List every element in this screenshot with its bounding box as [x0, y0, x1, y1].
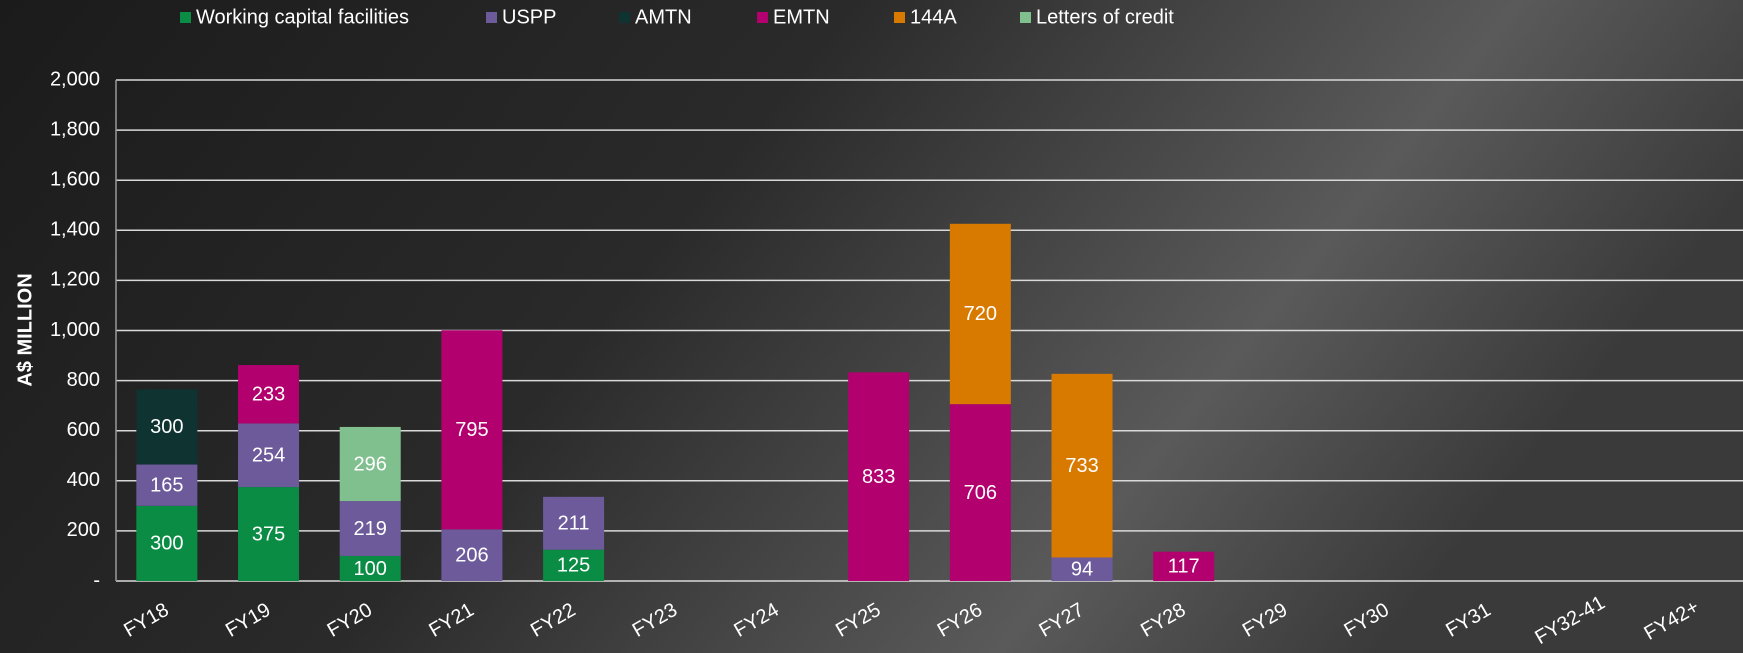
legend-swatch — [619, 12, 630, 23]
legend-label: EMTN — [773, 6, 830, 28]
y-tick-label: 600 — [67, 419, 100, 441]
data-label: 720 — [964, 303, 997, 325]
y-tick-label: 1,600 — [50, 168, 100, 190]
y-tick-label: 1,400 — [50, 219, 100, 241]
data-label: 300 — [150, 416, 183, 438]
legend-swatch — [1020, 12, 1031, 23]
legend-swatch — [486, 12, 497, 23]
legend-swatch — [757, 12, 768, 23]
data-label: 254 — [252, 445, 285, 467]
y-tick-label: 1,800 — [50, 118, 100, 140]
page: {"chart_data": {"type": "stacked_bar", "… — [0, 0, 1743, 653]
legend-label: Working capital facilities — [196, 6, 409, 28]
data-label: 117 — [1168, 556, 1200, 578]
y-tick-label: 1,200 — [50, 269, 100, 291]
data-label: 300 — [150, 533, 183, 555]
legend-label: Letters of credit — [1036, 6, 1174, 28]
legend-swatch — [894, 12, 905, 23]
y-tick-label: 2,000 — [50, 68, 100, 90]
data-label: 165 — [150, 474, 183, 496]
y-tick-label: 800 — [67, 369, 100, 391]
data-label: 206 — [455, 544, 488, 566]
data-label: 125 — [557, 555, 590, 577]
legend-label: USPP — [502, 6, 556, 28]
data-label: 94 — [1071, 559, 1093, 581]
data-label: 833 — [862, 466, 895, 488]
data-label: 733 — [1065, 455, 1098, 477]
data-label: 219 — [354, 518, 387, 540]
y-tick-label: 200 — [67, 519, 100, 541]
data-label: 706 — [964, 482, 997, 504]
data-label: 100 — [354, 558, 387, 580]
chart: A$ MILLION - 200 400 600 800 1,000 1,200 1,400 1… — [0, 0, 1743, 653]
data-label: 375 — [252, 523, 285, 545]
legend-swatch — [180, 12, 191, 23]
y-axis-label: A$ MILLION — [14, 273, 36, 386]
y-tick-label: 1,000 — [50, 319, 100, 341]
y-tick-label: - — [93, 569, 100, 591]
data-label: 795 — [455, 419, 488, 441]
legend-label: 144A — [910, 6, 957, 28]
data-label: 233 — [252, 384, 285, 406]
legend-label: AMTN — [635, 6, 692, 28]
y-tick-label: 400 — [67, 469, 100, 491]
data-label: 211 — [558, 513, 590, 535]
data-label: 296 — [354, 453, 387, 475]
